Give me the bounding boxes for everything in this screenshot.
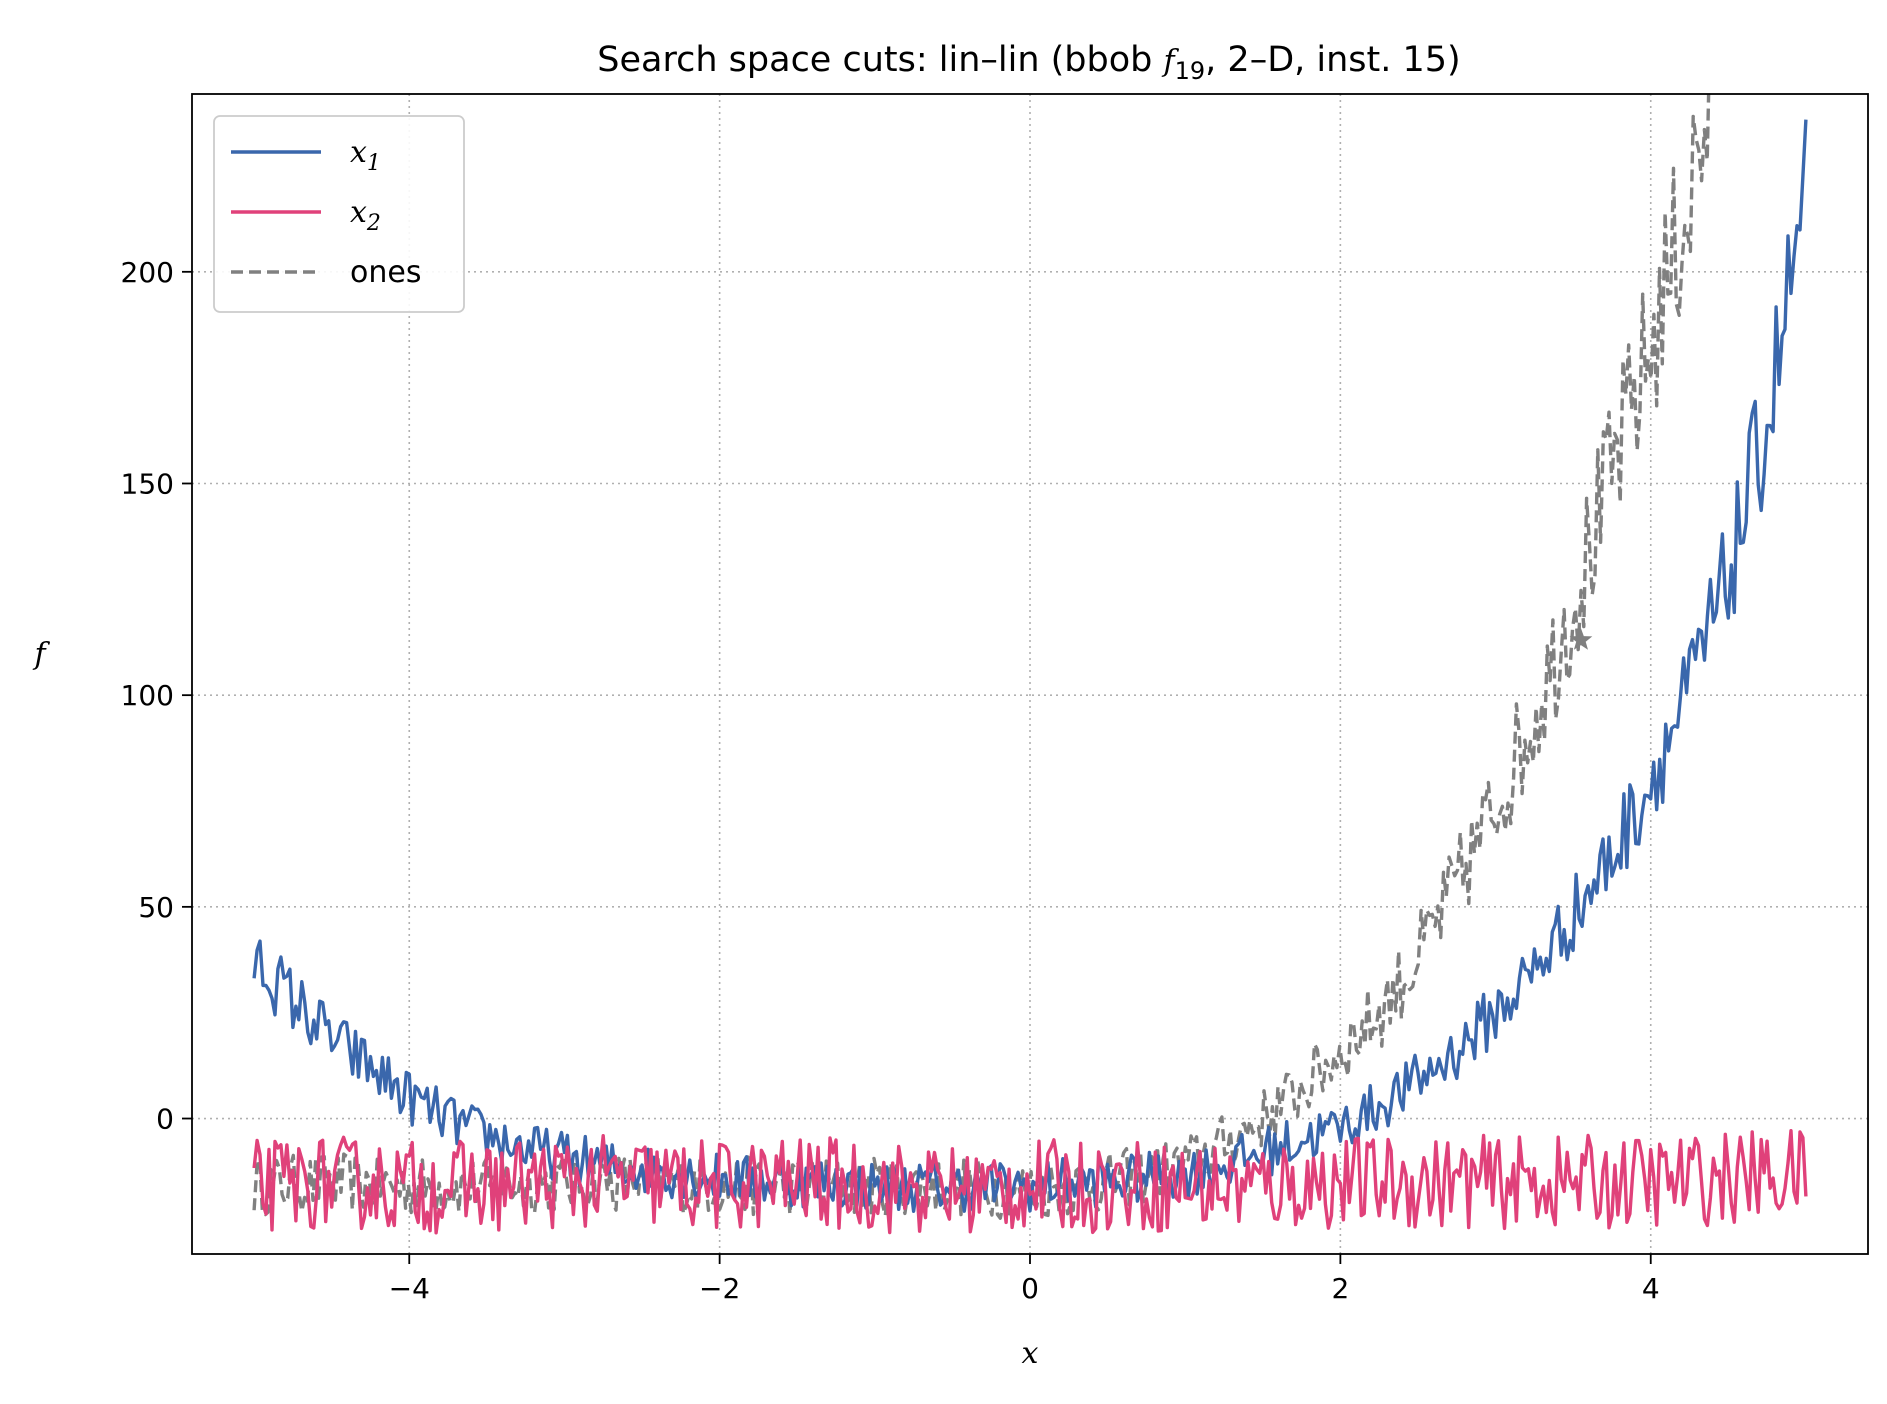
- legend: x1 x2 ones: [213, 115, 465, 313]
- y-tick-label: 150: [121, 467, 174, 500]
- legend-box: [213, 115, 465, 313]
- y-axis-label: f: [32, 637, 50, 672]
- series-line-x2: [252, 1128, 1808, 1235]
- y-tick-label: 50: [138, 891, 174, 924]
- legend-label-ones: ones: [350, 255, 421, 290]
- optimum-star-marker: [1569, 628, 1593, 650]
- x-axis-label: x: [1022, 1336, 1039, 1371]
- title-prefix: Search space cuts: lin–lin (bbob: [597, 40, 1163, 80]
- title-function-subscript: 19: [1175, 57, 1206, 85]
- axis-ticks: −4 −2 0 2 4 0 50 100 150 200: [121, 256, 1660, 1305]
- chart-title: Search space cuts: lin–lin (bbob f19, 2–…: [597, 40, 1460, 85]
- title-suffix: , 2–D, inst. 15): [1205, 40, 1461, 80]
- x-tick-label: 4: [1642, 1272, 1660, 1305]
- x-tick-label: −4: [389, 1272, 430, 1305]
- series-line-x1: [252, 119, 1808, 1214]
- legend-label-x2-base: x: [350, 195, 367, 230]
- legend-label-x1: x1: [350, 135, 381, 176]
- y-tick-label: 200: [121, 256, 174, 289]
- y-tick-label: 0: [156, 1103, 174, 1136]
- legend-label-x1-base: x: [350, 135, 367, 170]
- x-tick-label: −2: [699, 1272, 740, 1305]
- legend-label-x2: x2: [350, 195, 381, 236]
- plot-series: [252, 94, 1808, 1235]
- x-tick-label: 2: [1331, 1272, 1349, 1305]
- x-tick-label: 0: [1021, 1272, 1039, 1305]
- legend-label-x1-sub: 1: [367, 151, 381, 176]
- y-tick-label: 100: [121, 679, 174, 712]
- legend-label-x2-sub: 2: [366, 211, 381, 236]
